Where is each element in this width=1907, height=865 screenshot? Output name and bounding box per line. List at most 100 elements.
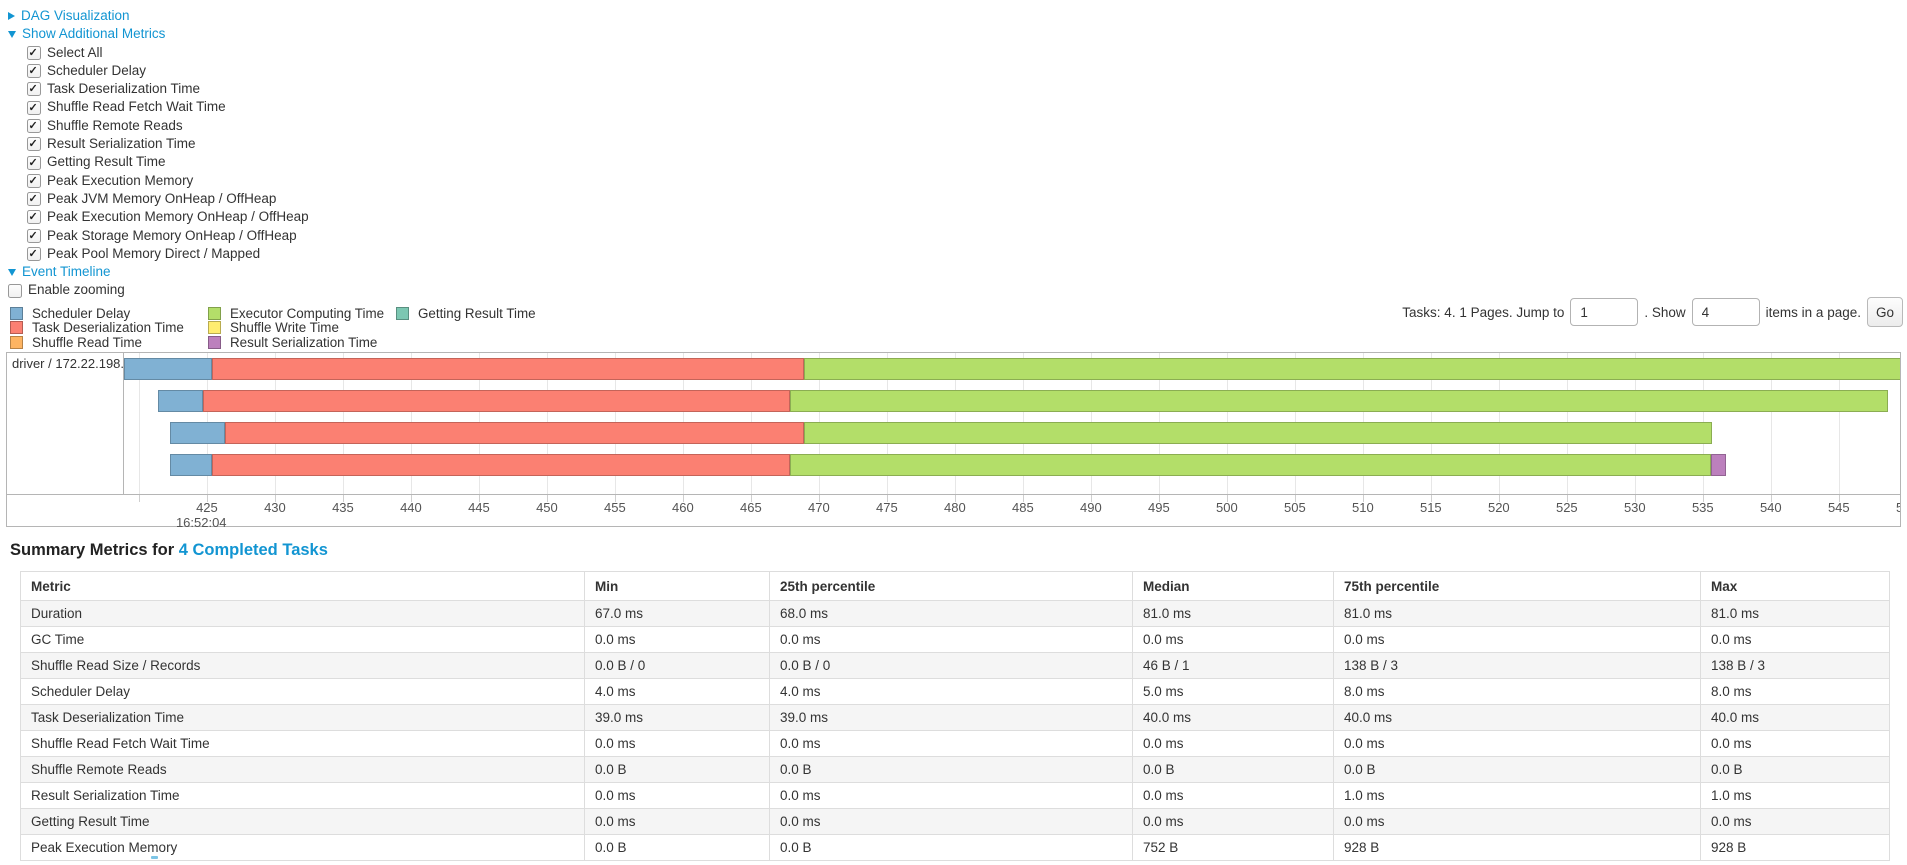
table-header-cell: 25th percentile [769,571,1133,601]
axis-tick [478,495,480,502]
axis-tick-label: 500 [1216,500,1238,515]
checkbox-icon[interactable] [27,99,41,117]
legend-label: Shuffle Write Time [230,320,339,336]
metric-checkbox-row[interactable]: Scheduler Delay [8,62,309,80]
metric-checkbox-label: Shuffle Remote Reads [47,117,183,133]
table-cell: Shuffle Read Fetch Wait Time [20,730,585,757]
metric-checkbox-row[interactable]: Getting Result Time [8,153,309,172]
checkbox-icon[interactable] [27,190,41,208]
axis-tick-label: 455 [604,500,626,515]
dag-visualization-toggle[interactable]: DAG Visualization [8,7,309,25]
timeline-bar-result-serialization[interactable] [1710,454,1726,476]
metric-checkbox-row[interactable]: Result Serialization Time [8,135,309,154]
table-header-cell: Min [584,571,770,601]
metric-checkbox-row[interactable]: Peak Storage Memory OnHeap / OffHeap [8,227,309,245]
table-cell: 0.0 ms [1333,730,1701,757]
metric-checkbox-label: Result Serialization Time [47,136,196,152]
checkbox-icon[interactable] [27,135,41,154]
checkbox-icon[interactable] [27,117,41,135]
table-cell: 0.0 B [1132,756,1334,783]
metric-checkbox-row[interactable]: Select All [8,44,309,62]
items-per-page-label: items in a page. [1765,304,1861,320]
enable-zooming-row[interactable]: Enable zooming [8,281,309,299]
axis-tick-label: 440 [400,500,422,515]
metric-checkbox-label: Peak Execution Memory OnHeap / OffHeap [47,209,309,225]
axis-tick-label: 445 [468,500,490,515]
checkbox-icon[interactable] [27,208,41,227]
show-additional-metrics-link[interactable]: Show Additional Metrics [22,26,166,42]
axis-tick-label: 550 [1885,500,1900,515]
timeline-legend: Scheduler Delay Task Deserialization Time… [10,306,576,350]
table-cell: 4.0 ms [584,678,770,705]
table-cell: 81.0 ms [1333,600,1701,627]
items-per-page-input[interactable] [1691,298,1760,326]
timeline-bar-scheduler-delay[interactable] [170,454,213,476]
checkbox-icon[interactable] [27,80,41,99]
checkbox-icon[interactable] [27,154,41,172]
timeline-bar-scheduler-delay[interactable] [124,358,213,380]
legend-item: Shuffle Read Time [10,335,208,350]
legend-swatch-getting-result [396,306,409,320]
legend-item: Result Serialization Time [208,335,396,350]
table-cell: 138 B / 3 [1700,652,1890,679]
timeline-axis: 425 430 435 440 445 450 455 460 465 470 475 480 485 4… [7,494,1900,527]
legend-label: Result Serialization Time [230,334,378,350]
jump-to-page-input[interactable] [1570,298,1639,326]
checkbox-icon[interactable] [27,172,41,190]
metric-checkbox-row[interactable]: Peak Pool Memory Direct / Mapped [8,245,309,263]
metric-checkbox-row[interactable]: Shuffle Remote Reads [8,117,309,135]
timeline-bar-task-deserialization[interactable] [212,454,791,476]
event-timeline-link[interactable]: Event Timeline [22,264,111,280]
table-cell: 0.0 ms [769,730,1133,757]
table-cell: 1.0 ms [1700,782,1890,809]
metric-checkbox-row[interactable]: Peak JVM Memory OnHeap / OffHeap [8,190,309,208]
legend-swatch-shuffle-read [10,335,23,349]
checkbox-icon[interactable] [27,227,41,245]
metric-checkbox-row[interactable]: Peak Execution Memory [8,172,309,190]
enable-zooming-checkbox[interactable] [8,283,22,298]
axis-tick [1158,495,1160,502]
table-cell: 0.0 B [769,756,1133,783]
show-additional-metrics-toggle[interactable]: Show Additional Metrics [8,25,309,43]
table-cell: 0.0 ms [769,808,1133,835]
table-cell: 0.0 B [1700,756,1890,783]
timeline-bar-executor-computing[interactable] [790,454,1711,476]
timeline-bar-task-deserialization[interactable] [212,358,804,380]
timeline-bar-scheduler-delay[interactable] [157,390,203,412]
metric-checkbox-label: Getting Result Time [47,154,166,170]
legend-label: Shuffle Read Time [32,334,142,350]
timeline-bar-executor-computing[interactable] [803,422,1713,444]
table-row: Result Serialization Time 0.0 ms 0.0 ms 0.0… [20,782,1890,809]
table-row: Shuffle Read Size / Records 0.0 B / 0 0.0 … [20,652,1890,679]
axis-tick [954,495,956,502]
axis-tick [818,495,820,502]
dag-visualization-link[interactable]: DAG Visualization [21,8,130,23]
timeline-bar-executor-computing[interactable] [803,358,1900,380]
metric-checkbox-label: Shuffle Read Fetch Wait Time [47,99,226,115]
timeline-bar-task-deserialization[interactable] [224,422,804,444]
axis-tick [138,495,140,502]
timeline-bar-executor-computing[interactable] [790,390,1888,412]
timeline-plot-area[interactable] [124,353,1900,494]
timeline-bar-scheduler-delay[interactable] [170,422,225,444]
legend-item: Executor Computing Time [208,306,396,321]
legend-label: Getting Result Time [418,305,536,321]
axis-tick [750,495,752,502]
event-timeline-toggle[interactable]: Event Timeline [8,263,309,281]
completed-tasks-link[interactable]: 4 Completed Tasks [178,541,328,559]
table-cell: 0.0 ms [1333,808,1701,835]
table-cell: 0.0 ms [584,808,770,835]
axis-tick [274,495,276,502]
checkbox-icon[interactable] [27,62,41,80]
table-cell: 0.0 B / 0 [584,652,770,679]
metric-checkbox-row[interactable]: Peak Execution Memory OnHeap / OffHeap [8,208,309,227]
axis-tick [410,495,412,502]
go-button[interactable]: Go [1866,297,1903,327]
timeline-bar-task-deserialization[interactable] [202,390,791,412]
checkbox-icon[interactable] [27,245,41,263]
metric-checkbox-row[interactable]: Shuffle Read Fetch Wait Time [8,98,309,117]
metric-checkbox-row[interactable]: Task Deserialization Time [8,80,309,99]
table-cell: 5.0 ms [1132,678,1334,705]
checkbox-icon[interactable] [27,44,41,62]
table-cell: 68.0 ms [769,600,1133,627]
